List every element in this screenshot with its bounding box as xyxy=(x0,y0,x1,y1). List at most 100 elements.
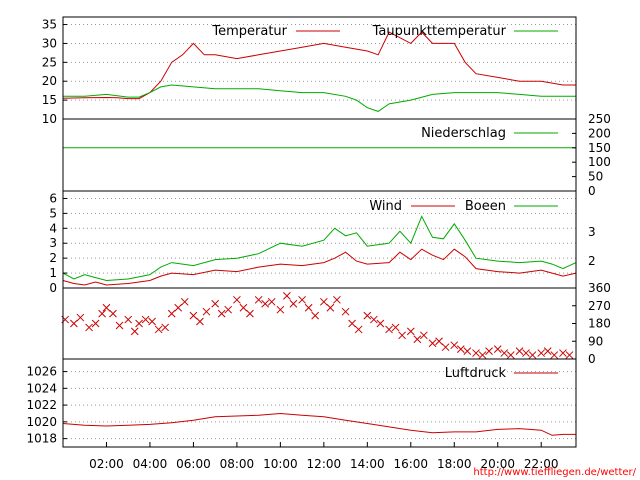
direction-point xyxy=(135,319,143,328)
y-tick-label-right: 360 xyxy=(588,281,611,295)
series-line-pressure-0 xyxy=(62,412,576,436)
x-tick-label: 20:00 xyxy=(480,457,515,471)
direction-point xyxy=(304,303,313,312)
y-tick-label-right: 90 xyxy=(588,334,603,348)
direction-point xyxy=(506,351,515,359)
series-line-temperature-0 xyxy=(62,31,576,100)
direction-point xyxy=(283,292,291,300)
direction-point xyxy=(148,317,156,326)
direction-point xyxy=(102,303,111,312)
direction-point xyxy=(115,321,124,330)
credit-link[interactable]: http://www.tiefflie­gen.de/wetter/ xyxy=(473,467,636,478)
direction-point xyxy=(450,341,459,350)
direction-point xyxy=(224,305,233,314)
direction-point xyxy=(354,325,363,334)
direction-point xyxy=(463,347,472,355)
direction-point xyxy=(298,295,306,304)
legend-label: Wind xyxy=(369,199,402,214)
y-tick-label-right: 200 xyxy=(588,126,611,140)
direction-point xyxy=(161,323,170,332)
y-tick-label: 4 xyxy=(49,221,57,235)
direction-point xyxy=(435,337,443,346)
y-tick-label: 3 xyxy=(49,236,57,250)
y-tick-label-right: 180 xyxy=(588,317,611,331)
direction-point xyxy=(189,311,198,320)
x-tick-label: 08:00 xyxy=(220,457,255,471)
y-tick-label-right: 2 xyxy=(588,254,596,268)
plot-frame xyxy=(62,16,577,448)
direction-point xyxy=(500,349,509,357)
x-tick-label: 12:00 xyxy=(307,457,342,471)
legend-label: Niederschlag xyxy=(421,126,506,141)
direction-point xyxy=(196,317,204,326)
direction-point xyxy=(326,303,335,312)
series-line-temperature-1 xyxy=(63,84,576,112)
direction-point xyxy=(348,319,356,328)
y-tick-label: 0 xyxy=(49,281,57,295)
legend-layer: Temperatur Taupunkttemperatur Niederschlag… xyxy=(211,24,558,381)
y-tick-label-right: 3 xyxy=(588,225,596,239)
legend-label: Taupunkttemperatur xyxy=(372,24,507,39)
y-tick-label-right: 150 xyxy=(588,141,611,155)
direction-point xyxy=(363,311,372,320)
direction-point xyxy=(180,297,189,306)
series-line-wind-1 xyxy=(62,215,577,282)
y-tick-label: 1018 xyxy=(26,432,57,446)
y-tick-label: 35 xyxy=(42,18,57,32)
direction-point xyxy=(154,325,163,334)
x-tick-label: 06:00 xyxy=(176,457,211,471)
direction-point xyxy=(124,315,133,324)
direction-point xyxy=(472,349,480,357)
direction-point xyxy=(109,309,117,318)
direction-point xyxy=(485,347,493,355)
direction-point xyxy=(565,351,574,359)
direction-point xyxy=(76,313,85,322)
y-tick-label-right: 270 xyxy=(588,299,611,313)
direction-point xyxy=(478,351,487,359)
direction-point xyxy=(441,343,450,352)
x-tick-label: 10:00 xyxy=(263,457,298,471)
y-tick-label: 15 xyxy=(42,93,57,107)
y-tick-label-right: 250 xyxy=(588,112,611,126)
direction-point xyxy=(456,345,465,353)
x-tick-label: 18:00 xyxy=(437,457,472,471)
direction-point xyxy=(413,335,422,344)
direction-point xyxy=(428,339,437,348)
direction-point xyxy=(233,295,241,304)
direction-point xyxy=(202,307,211,316)
legend-label: Boeen xyxy=(465,199,506,214)
direction-point xyxy=(528,351,537,359)
direction-point xyxy=(406,327,415,336)
y-tick-label: 25 xyxy=(42,55,57,69)
direction-point xyxy=(70,319,78,328)
direction-point xyxy=(537,349,546,357)
x-tick-label: 04:00 xyxy=(133,457,168,471)
y-tick-label-right: 100 xyxy=(588,155,611,169)
y-tick-label-right: 0 xyxy=(588,184,596,198)
y-tick-label: 30 xyxy=(42,36,57,50)
direction-point xyxy=(174,303,183,312)
direction-point xyxy=(211,299,220,308)
direction-point xyxy=(550,351,559,359)
direction-point xyxy=(398,331,406,340)
direction-point xyxy=(276,305,285,314)
legend-label: Temperatur xyxy=(211,24,287,39)
direction-point xyxy=(319,297,328,306)
y-tick-label-right: 0 xyxy=(588,352,596,366)
direction-point xyxy=(141,315,150,324)
y-tick-label: 20 xyxy=(42,74,57,88)
series-line-wind-0 xyxy=(62,248,577,286)
direction-point xyxy=(254,295,263,304)
grid-layer xyxy=(63,24,576,440)
y-tick-label-right: 50 xyxy=(588,170,603,184)
direction-point xyxy=(217,309,226,318)
direction-point xyxy=(289,299,298,308)
y-tick-label: 1020 xyxy=(26,415,57,429)
direction-point xyxy=(261,299,270,308)
y-tick-label: 1022 xyxy=(26,398,57,412)
direction-point xyxy=(311,311,320,320)
direction-point xyxy=(267,297,276,306)
y-tick-label: 10 xyxy=(42,112,57,126)
x-tick-label: 02:00 xyxy=(89,457,124,471)
